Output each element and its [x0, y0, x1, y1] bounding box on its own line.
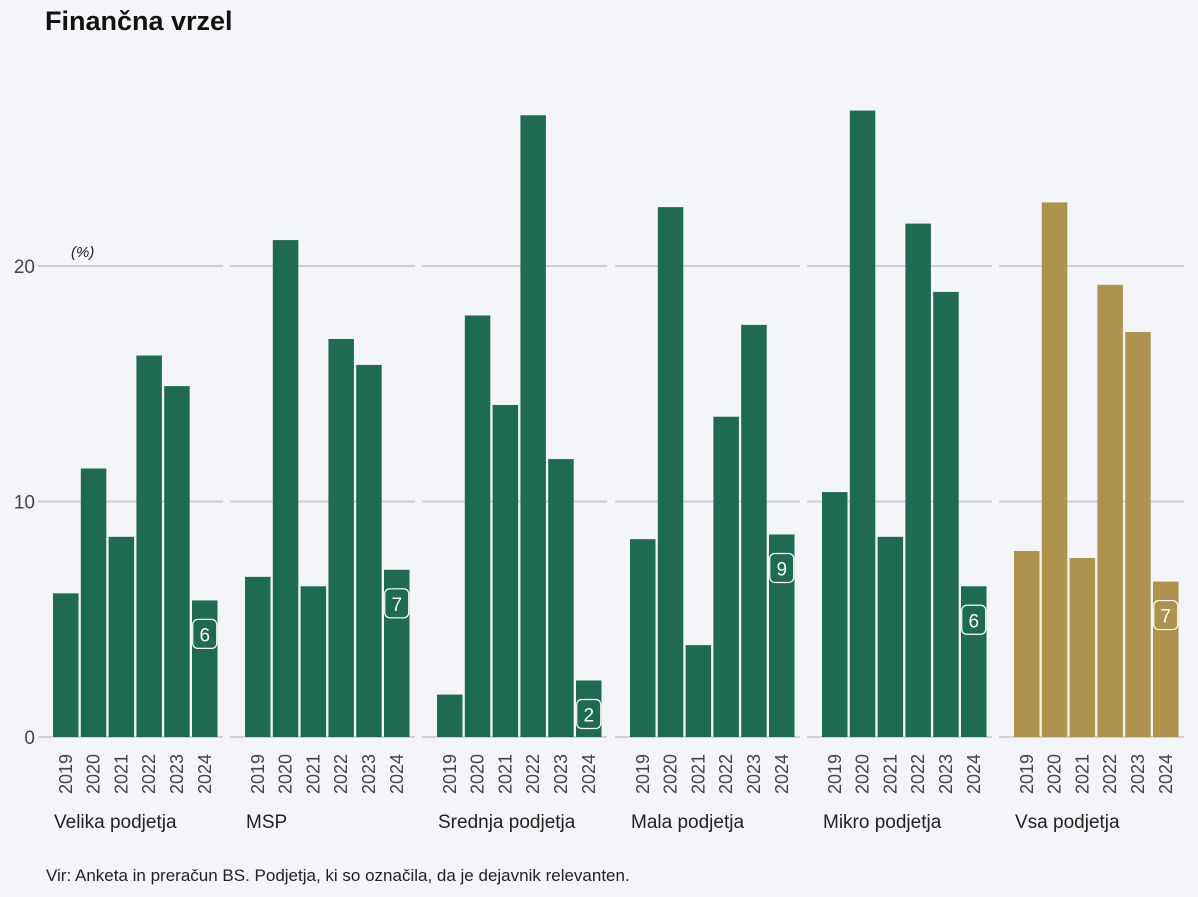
x-tick-label: 2023 [359, 754, 379, 794]
x-tick-label: 2019 [248, 754, 268, 794]
x-tick-label: 2024 [964, 754, 984, 794]
x-tick-label: 2024 [387, 754, 407, 794]
bar [933, 291, 959, 737]
value-label-box [961, 604, 987, 635]
bar [741, 324, 767, 737]
y-tick-label: 20 [14, 257, 35, 278]
x-tick-label: 2019 [440, 754, 460, 794]
bar [630, 539, 656, 737]
x-tick-label: 2020 [276, 754, 296, 794]
x-tick-label: 2023 [167, 754, 187, 794]
x-tick-label: 2024 [195, 754, 215, 794]
bar [1041, 202, 1068, 738]
x-tick-label: 2021 [111, 754, 131, 794]
x-tick-label: 2023 [551, 754, 571, 794]
x-tick-label: 2023 [744, 754, 764, 794]
bar [520, 115, 546, 737]
value-label: 7 [1160, 607, 1171, 628]
x-tick-label: 2022 [139, 754, 159, 794]
bar [437, 694, 463, 737]
x-tick-label: 2022 [908, 754, 928, 794]
x-tick-label: 2023 [936, 754, 956, 794]
x-tick-label: 2024 [772, 754, 792, 794]
bar [492, 404, 519, 737]
bar [136, 355, 162, 737]
value-label: 9 [776, 559, 787, 580]
value-label-box [576, 698, 602, 730]
x-tick-label: 2023 [1128, 754, 1148, 794]
source-note: Vir: Anketa in preračun BS. Podjetja, ki… [46, 866, 630, 885]
bar [548, 459, 574, 737]
panel-label: Vsa podjetja [1015, 812, 1120, 833]
panel-label: Mikro podjetja [823, 812, 942, 833]
bar [822, 492, 848, 737]
x-tick-label: 2020 [853, 754, 873, 794]
x-tick-label: 2022 [523, 754, 543, 794]
x-tick-label: 2024 [1156, 754, 1176, 794]
y-tick-label: 10 [14, 493, 35, 514]
bar [80, 468, 107, 737]
bar [356, 364, 382, 737]
value-label-box [769, 552, 795, 584]
y-unit-label: (%) [71, 244, 94, 261]
value-label: 2 [583, 705, 594, 726]
bar [300, 586, 327, 737]
x-tick-label: 2024 [579, 754, 599, 794]
x-tick-label: 2020 [84, 754, 104, 794]
x-tick-label: 2019 [633, 754, 653, 794]
x-tick-label: 2020 [468, 754, 488, 794]
bar [657, 207, 684, 737]
bar [108, 536, 135, 737]
bar [1097, 284, 1123, 737]
x-tick-label: 2019 [1017, 754, 1037, 794]
chart-title: Finančna vrzel [45, 6, 233, 36]
x-tick-label: 2021 [1072, 754, 1092, 794]
x-tick-label: 2022 [716, 754, 736, 794]
y-tick-label: 0 [24, 728, 35, 749]
bar [849, 110, 876, 737]
x-tick-label: 2020 [661, 754, 681, 794]
bar [53, 593, 79, 737]
bar [1069, 558, 1096, 737]
x-tick-label: 2020 [1045, 754, 1065, 794]
x-tick-label: 2021 [303, 754, 323, 794]
panel-label: Velika podjetja [54, 812, 177, 833]
value-label: 6 [199, 625, 210, 646]
value-label: 7 [391, 595, 402, 616]
bar [713, 416, 739, 737]
x-tick-label: 2021 [688, 754, 708, 794]
bar [164, 386, 190, 737]
bar [245, 576, 271, 737]
bar [272, 240, 299, 737]
panel-label: Mala podjetja [631, 812, 744, 833]
bar [685, 645, 712, 737]
x-tick-label: 2022 [331, 754, 351, 794]
bar [464, 315, 491, 737]
x-tick-label: 2019 [56, 754, 76, 794]
value-label-box [1153, 599, 1179, 631]
bar [905, 223, 931, 738]
x-tick-label: 2022 [1100, 754, 1120, 794]
value-label-box [192, 618, 218, 650]
bar [1014, 550, 1040, 737]
value-label-box [384, 588, 410, 619]
bar [1125, 331, 1151, 737]
x-tick-label: 2019 [825, 754, 845, 794]
value-label: 6 [968, 611, 979, 632]
x-tick-label: 2021 [495, 754, 515, 794]
bar [328, 339, 354, 737]
panel-label: Srednja podjetja [438, 812, 576, 833]
bar [877, 536, 904, 737]
panel-label: MSP [246, 812, 287, 833]
x-tick-label: 2021 [880, 754, 900, 794]
